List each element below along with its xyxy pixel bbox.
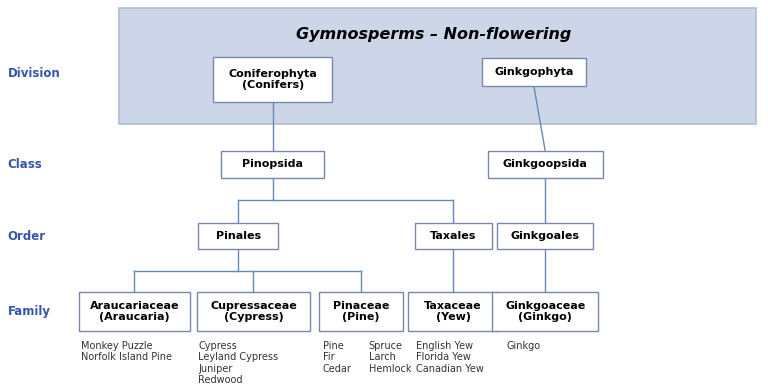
Text: Coniferophyta
(Conifers): Coniferophyta (Conifers) [228, 68, 317, 90]
Text: Spruce
Larch
Hemlock: Spruce Larch Hemlock [369, 341, 411, 374]
Text: Class: Class [8, 158, 42, 171]
Text: Ginkgoopsida: Ginkgoopsida [503, 159, 588, 170]
FancyBboxPatch shape [78, 292, 190, 331]
Text: Pinales: Pinales [216, 231, 260, 241]
Text: Araucariaceae
(Araucaria): Araucariaceae (Araucaria) [90, 301, 179, 322]
Text: Pine
Fir
Cedar: Pine Fir Cedar [323, 341, 352, 374]
Text: Cypress
Leyland Cypress
Juniper
Redwood
Arborvitae: Cypress Leyland Cypress Juniper Redwood … [198, 341, 278, 387]
Text: Ginkgo: Ginkgo [507, 341, 541, 351]
Text: Taxaceae
(Yew): Taxaceae (Yew) [424, 301, 482, 322]
FancyBboxPatch shape [197, 223, 278, 249]
Text: Taxales: Taxales [430, 231, 476, 241]
FancyBboxPatch shape [498, 223, 593, 249]
FancyBboxPatch shape [197, 292, 310, 331]
FancyBboxPatch shape [119, 8, 756, 124]
FancyBboxPatch shape [408, 292, 498, 331]
Text: Order: Order [8, 229, 46, 243]
Text: Pinopsida: Pinopsida [242, 159, 303, 170]
FancyBboxPatch shape [488, 151, 603, 178]
Text: Cupressaceae
(Cypress): Cupressaceae (Cypress) [210, 301, 296, 322]
FancyBboxPatch shape [482, 58, 585, 86]
Text: Ginkgoales: Ginkgoales [511, 231, 580, 241]
Text: Monkey Puzzle
Norfolk Island Pine: Monkey Puzzle Norfolk Island Pine [81, 341, 171, 362]
Text: Ginkgophyta: Ginkgophyta [494, 67, 574, 77]
Text: Pinaceae
(Pine): Pinaceae (Pine) [333, 301, 389, 322]
Text: Division: Division [8, 67, 61, 80]
FancyBboxPatch shape [492, 292, 598, 331]
FancyBboxPatch shape [319, 292, 403, 331]
FancyBboxPatch shape [213, 57, 332, 101]
Text: Ginkgoaceae
(Ginkgo): Ginkgoaceae (Ginkgo) [505, 301, 585, 322]
Text: Gymnosperms – Non-flowering: Gymnosperms – Non-flowering [296, 27, 571, 42]
Text: Family: Family [8, 305, 51, 318]
FancyBboxPatch shape [415, 223, 492, 249]
FancyBboxPatch shape [221, 151, 324, 178]
Text: English Yew
Florida Yew
Canadian Yew: English Yew Florida Yew Canadian Yew [416, 341, 484, 374]
